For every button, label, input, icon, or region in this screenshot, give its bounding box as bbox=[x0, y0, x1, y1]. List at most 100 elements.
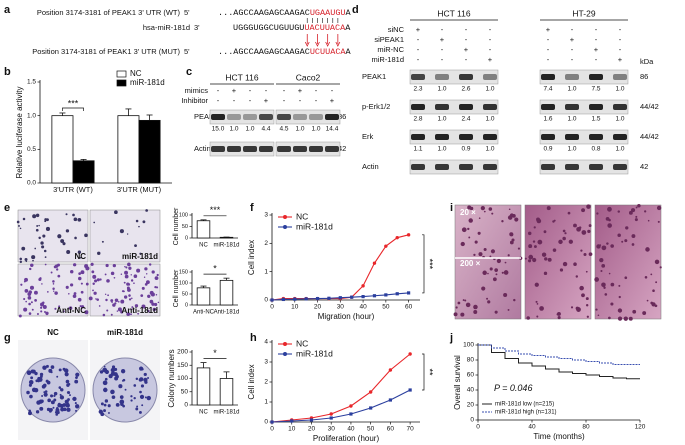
x-tick-label: 0 bbox=[270, 426, 274, 433]
cell bbox=[461, 227, 467, 233]
cell bbox=[50, 271, 53, 274]
blot-band bbox=[541, 74, 555, 80]
cell bbox=[139, 366, 144, 371]
cell bbox=[585, 297, 589, 301]
cell bbox=[65, 229, 70, 233]
cell bbox=[607, 223, 612, 228]
blot-band bbox=[613, 104, 627, 110]
blot-band bbox=[227, 114, 241, 120]
cell bbox=[38, 277, 42, 282]
cell bbox=[26, 390, 30, 395]
cell bbox=[468, 218, 473, 223]
cell bbox=[104, 273, 107, 276]
cell bbox=[568, 239, 573, 244]
cell bbox=[580, 249, 583, 252]
cell bbox=[107, 404, 111, 408]
cell bbox=[29, 394, 33, 399]
band-quantification: 1.5 bbox=[591, 116, 600, 123]
cell bbox=[601, 263, 606, 268]
cell bbox=[36, 312, 39, 315]
blot-membrane bbox=[409, 129, 499, 145]
cell bbox=[47, 398, 51, 403]
sequence: UGGGUGGCUGUUGUUACUUACAA bbox=[233, 23, 351, 33]
cell bbox=[128, 266, 132, 270]
cell bbox=[98, 305, 101, 307]
sequence-tail: A bbox=[345, 23, 351, 33]
blot-band bbox=[411, 134, 425, 140]
cell bbox=[28, 290, 32, 294]
mutation-arrowhead bbox=[325, 41, 331, 47]
band-quantification: 4.4 bbox=[261, 126, 270, 133]
cell bbox=[556, 313, 559, 316]
cell bbox=[72, 294, 77, 299]
point bbox=[395, 292, 399, 296]
y-tick-label: 1.0 bbox=[27, 112, 36, 119]
cell bbox=[581, 208, 586, 213]
blot-band bbox=[435, 134, 449, 140]
cell bbox=[127, 262, 131, 267]
significance: *** bbox=[68, 98, 79, 108]
cell bbox=[123, 281, 126, 284]
cell bbox=[74, 236, 77, 240]
sequence-base: ...AGCCAAGAGCAAGAC bbox=[218, 8, 310, 18]
point bbox=[406, 233, 411, 237]
cell bbox=[460, 312, 465, 317]
cell bbox=[106, 279, 110, 283]
cell bbox=[36, 225, 39, 227]
blot-band bbox=[325, 114, 339, 120]
significance: * bbox=[213, 264, 217, 274]
treatment-sign: + bbox=[570, 35, 575, 44]
cell bbox=[604, 293, 608, 296]
sequence-label: Position 3174-3181 of PEAK1 3' UTR (WT) bbox=[37, 8, 181, 17]
cell bbox=[52, 406, 55, 409]
cell bbox=[106, 309, 109, 312]
cell bbox=[139, 252, 142, 255]
panel-letter: b bbox=[4, 66, 11, 78]
strand-end: 5' bbox=[184, 8, 190, 17]
blot-band bbox=[541, 104, 555, 110]
cell bbox=[52, 280, 55, 283]
blot-band bbox=[483, 74, 497, 80]
y-tick-label: 80 bbox=[467, 357, 475, 364]
x-category-label: Anti-NC bbox=[193, 310, 215, 316]
cell bbox=[496, 258, 501, 264]
blot-band bbox=[411, 104, 425, 110]
y-tick-label: 0.0 bbox=[27, 180, 36, 187]
y-tick-label: 50 bbox=[182, 291, 188, 297]
cell bbox=[111, 395, 116, 399]
y-tick-label: 0.5 bbox=[27, 146, 36, 153]
x-tick-label: 80 bbox=[582, 424, 590, 431]
cell bbox=[494, 310, 498, 314]
blot-band bbox=[459, 134, 473, 140]
y-tick-label: 1.5 bbox=[27, 79, 36, 86]
blot-label: Actin bbox=[362, 162, 379, 171]
histology-image bbox=[594, 204, 662, 320]
blot-band bbox=[435, 104, 449, 110]
cell bbox=[101, 240, 104, 243]
blot-band bbox=[565, 74, 579, 80]
micrograph-label: Anti-NC bbox=[56, 306, 86, 315]
cell bbox=[75, 404, 80, 409]
treatment-sign: + bbox=[440, 35, 445, 44]
cell bbox=[618, 284, 621, 287]
x-tick-label: 10 bbox=[288, 426, 296, 433]
point bbox=[395, 235, 399, 240]
blot-band bbox=[259, 114, 273, 120]
band-quantification: 1.0 bbox=[229, 126, 238, 133]
cell bbox=[488, 207, 493, 211]
y-tick-label: 0 bbox=[185, 302, 188, 308]
cell bbox=[92, 282, 95, 285]
cell bbox=[155, 294, 158, 296]
cell bbox=[533, 245, 537, 248]
y-tick-label: 2 bbox=[264, 379, 268, 386]
cell bbox=[144, 267, 148, 271]
x-axis-label: Migration (hour) bbox=[318, 312, 375, 321]
cell bbox=[617, 233, 621, 238]
cell bbox=[125, 266, 128, 269]
cell bbox=[40, 241, 44, 245]
cell bbox=[501, 271, 504, 274]
cell bbox=[588, 252, 593, 257]
blot-band bbox=[483, 164, 497, 170]
cell bbox=[39, 372, 44, 377]
treatment-sign: - bbox=[249, 96, 252, 105]
